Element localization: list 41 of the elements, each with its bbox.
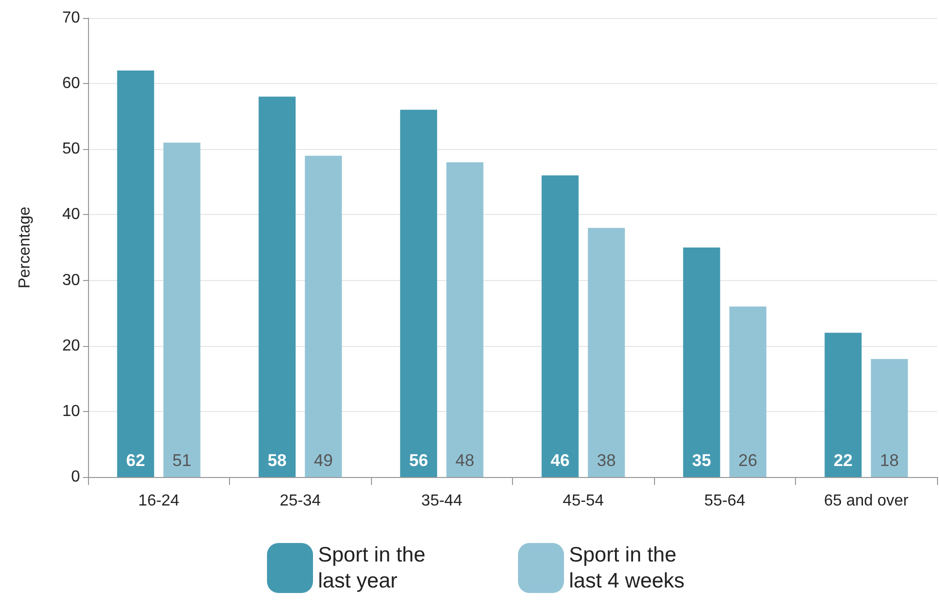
bar [683, 248, 720, 477]
x-tick-label: 55-64 [704, 492, 746, 510]
legend-label: Sport in the last 4 weeks [569, 544, 685, 592]
bar [117, 70, 154, 477]
data-label: 56 [409, 451, 428, 470]
y-tick-label: 70 [62, 10, 80, 26]
data-label: 38 [596, 451, 616, 470]
data-label: 22 [834, 451, 853, 470]
x-tick-label: 25-34 [280, 492, 321, 510]
bar [400, 110, 438, 477]
bar [824, 332, 862, 477]
y-tick-label: 30 [62, 272, 80, 289]
y-tick-label: 40 [62, 206, 80, 224]
bar [870, 358, 908, 477]
bar [304, 156, 342, 477]
legend-label: Sport in the last year [318, 544, 432, 592]
data-label: 35 [692, 451, 712, 470]
data-label: 49 [314, 451, 333, 470]
data-label: 26 [738, 451, 758, 470]
data-label: 51 [172, 451, 192, 470]
data-label: 46 [550, 451, 570, 470]
y-tick-label: 60 [62, 75, 80, 92]
bar [163, 142, 200, 477]
bar [729, 306, 766, 477]
data-label: 48 [455, 451, 474, 470]
data-label: 18 [880, 451, 899, 470]
x-tick-label: 16-24 [138, 492, 180, 510]
bar [446, 162, 484, 477]
data-label: 58 [268, 451, 287, 470]
y-axis-title: Percentage [16, 206, 34, 288]
y-tick-label: 0 [71, 468, 80, 486]
y-tick-label: 20 [62, 337, 80, 354]
bar [542, 175, 579, 477]
bar [588, 228, 625, 477]
y-tick-label: 50 [62, 140, 80, 158]
x-tick-label: 35-44 [421, 492, 462, 510]
bar [258, 96, 296, 477]
y-tick-label: 10 [62, 402, 80, 420]
x-tick-label: 65 and over [824, 492, 910, 510]
data-label: 62 [126, 451, 146, 470]
x-tick-label: 45-54 [562, 492, 604, 510]
